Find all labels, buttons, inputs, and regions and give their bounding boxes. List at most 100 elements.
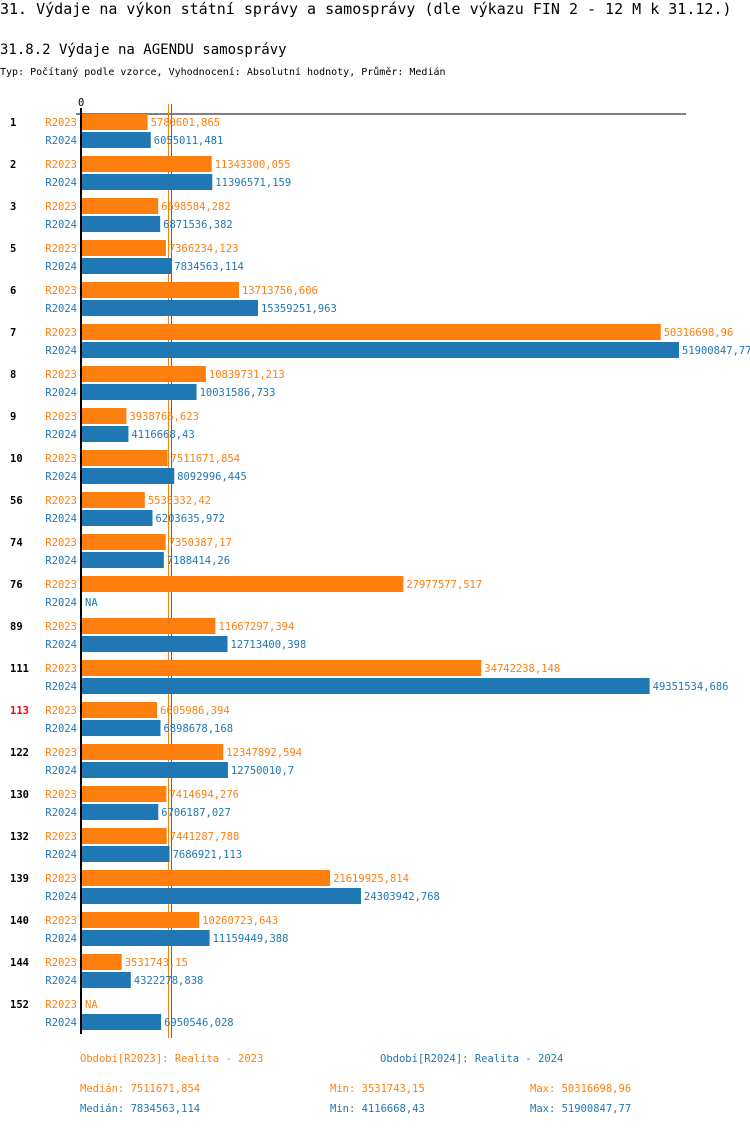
bar-r2024	[82, 216, 161, 232]
category-label: 140	[10, 915, 29, 927]
data-label: 11343300,055	[215, 159, 291, 171]
data-label: 10031586,733	[200, 387, 276, 399]
bar-r2024	[82, 720, 161, 736]
category-label: 76	[10, 579, 23, 591]
data-label: 7441287,788	[170, 831, 240, 843]
category-label: 8	[10, 369, 16, 381]
series-label: R2024	[45, 681, 77, 693]
chart-info: Typ: Počítaný podle vzorce, Vyhodnocení:…	[0, 67, 446, 78]
bar-r2024	[82, 174, 213, 190]
bar-r2023	[82, 492, 145, 508]
data-label: 4116668,43	[131, 429, 194, 441]
bar-r2023	[82, 198, 159, 214]
bar-r2024	[82, 132, 151, 148]
series-label: R2024	[45, 891, 77, 903]
page-title: 31. Výdaje na výkon státní správy a samo…	[0, 0, 732, 18]
bar-r2024	[82, 342, 679, 358]
data-label: 11159449,388	[213, 933, 289, 945]
bar-r2023	[82, 912, 200, 928]
data-label: 10839731,213	[209, 369, 285, 381]
bar-r2024	[82, 258, 172, 274]
series-label: R2024	[45, 429, 77, 441]
data-label: 12713400,398	[230, 639, 306, 651]
series-label: R2024	[45, 849, 77, 861]
series-label: R2024	[45, 513, 77, 525]
data-label: 21619925,814	[333, 873, 409, 885]
bar-r2023	[82, 744, 224, 760]
category-label: 6	[10, 285, 16, 297]
axis-zero-label: 0	[78, 97, 84, 109]
category-label: 2	[10, 159, 16, 171]
data-label: NA	[85, 999, 98, 1011]
series-label: R2024	[45, 261, 77, 273]
bar-r2024	[82, 930, 210, 946]
series-label: R2023	[45, 537, 77, 549]
series-label: R2023	[45, 621, 77, 633]
category-label: 7	[10, 327, 16, 339]
legend-r2023: Období[R2023]: Realita - 2023	[80, 1053, 264, 1065]
bar-r2023	[82, 870, 331, 886]
median-r2023: Medián: 7511671,854	[80, 1083, 201, 1095]
series-label: R2023	[45, 999, 77, 1011]
category-label: 132	[10, 831, 29, 843]
data-label: 3938766,623	[129, 411, 199, 423]
data-label: 10260723,643	[202, 915, 278, 927]
bar-r2024	[82, 552, 164, 568]
max-r2024: Max: 51900847,77	[530, 1103, 632, 1115]
category-label: 10	[10, 453, 23, 465]
max-r2023: Max: 50316698,96	[530, 1083, 632, 1095]
category-label: 122	[10, 747, 29, 759]
data-label: 4322278,838	[134, 975, 204, 987]
series-label: R2024	[45, 1017, 77, 1029]
series-label: R2024	[45, 975, 77, 987]
series-label: R2024	[45, 345, 77, 357]
bar-r2024	[82, 426, 129, 442]
data-label: 6950546,028	[164, 1017, 234, 1029]
category-label: 74	[10, 537, 23, 549]
min-r2023: Min: 3531743,15	[330, 1083, 425, 1095]
data-label: 50316698,96	[664, 327, 734, 339]
series-label: R2024	[45, 639, 77, 651]
bar-r2024	[82, 888, 362, 904]
series-label: R2024	[45, 471, 77, 483]
category-label: 3	[10, 201, 16, 213]
category-label: 9	[10, 411, 16, 423]
data-label: 6203635,972	[155, 513, 225, 525]
series-label: R2024	[45, 135, 77, 147]
data-label: 5780601,865	[151, 117, 221, 129]
series-label: R2024	[45, 597, 77, 609]
median-r2024: Medián: 7834563,114	[80, 1103, 201, 1115]
data-label: 6055011,481	[154, 135, 224, 147]
series-label: R2023	[45, 663, 77, 675]
series-label: R2023	[45, 747, 77, 759]
series-label: R2023	[45, 831, 77, 843]
category-label: 111	[10, 663, 29, 675]
data-label: 6698584,282	[161, 201, 231, 213]
bar-r2024	[82, 468, 175, 484]
data-label: 7414694,276	[169, 789, 239, 801]
bar-r2024	[82, 678, 650, 694]
series-label: R2023	[45, 201, 77, 213]
data-label: 11396571,159	[215, 177, 291, 189]
series-label: R2023	[45, 789, 77, 801]
category-label: 89	[10, 621, 23, 633]
data-label: 7511671,854	[171, 453, 241, 465]
bar-r2023	[82, 450, 168, 466]
bar-r2024	[82, 846, 170, 862]
data-label: 12347892,594	[226, 747, 302, 759]
series-label: R2024	[45, 219, 77, 231]
data-label: 13713756,606	[242, 285, 318, 297]
bar-r2024	[82, 636, 228, 652]
data-label: 6706187,027	[161, 807, 231, 819]
data-label: 15359251,963	[261, 303, 337, 315]
series-label: R2023	[45, 957, 77, 969]
series-label: R2023	[45, 327, 77, 339]
bar-r2023	[82, 282, 240, 298]
bar-r2023	[82, 534, 166, 550]
category-label: 139	[10, 873, 29, 885]
series-label: R2023	[45, 369, 77, 381]
min-r2024: Min: 4116668,43	[330, 1103, 425, 1115]
data-label: 7686921,113	[173, 849, 243, 861]
data-label: 49351534,686	[653, 681, 729, 693]
data-label: 7366234,123	[169, 243, 239, 255]
